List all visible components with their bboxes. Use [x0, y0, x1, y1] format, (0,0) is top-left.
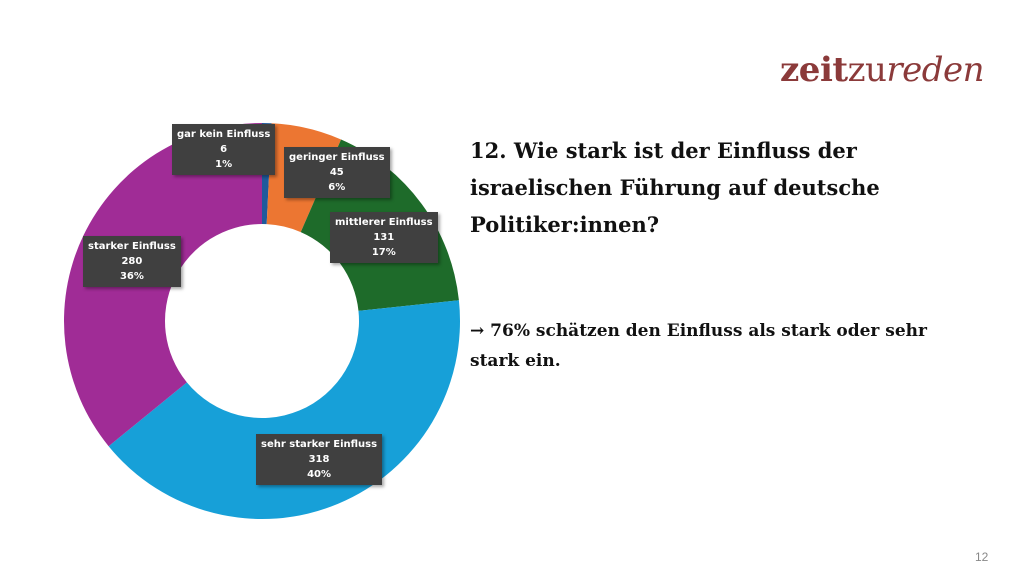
data-label: sehr starker Einfluss 318 40%	[256, 434, 383, 485]
logo-part-2: zu	[847, 50, 887, 90]
percent-label: 1%	[215, 159, 233, 170]
data-label: mittlerer Einfluss 131 17%	[330, 212, 438, 263]
summary-note: → 76% schätzen den Einfluss als stark od…	[470, 321, 927, 371]
value-label: 280	[121, 256, 143, 267]
category-label: gar kein Einfluss	[177, 129, 271, 140]
data-label: starker Einfluss 280 36%	[83, 236, 181, 287]
question-title: 12. Wie stark ist der Einfluss der israe…	[470, 138, 880, 237]
category-label: starker Einfluss	[88, 241, 176, 252]
data-label: gar kein Einfluss 6 1%	[172, 124, 276, 175]
category-label: geringer Einfluss	[289, 152, 385, 163]
percent-label: 36%	[119, 271, 144, 282]
logo-part-1: zeit	[780, 50, 848, 90]
value-label: 45	[329, 167, 344, 178]
percent-label: 17%	[371, 247, 396, 258]
donut-chart	[63, 123, 461, 519]
percent-label: 40%	[307, 469, 331, 480]
logo-part-3: reden	[886, 50, 985, 90]
zeitzureden-logo: zeitzureden	[780, 50, 985, 90]
percent-label: 6%	[328, 182, 346, 193]
data-label: geringer Einfluss 45 6%	[284, 147, 390, 198]
value-label: 131	[373, 232, 395, 243]
category-label: sehr starker Einfluss	[261, 439, 378, 450]
page-number: 12	[975, 550, 989, 564]
value-label: 6	[220, 144, 228, 155]
category-label: mittlerer Einfluss	[335, 217, 433, 228]
value-label: 318	[308, 454, 330, 465]
